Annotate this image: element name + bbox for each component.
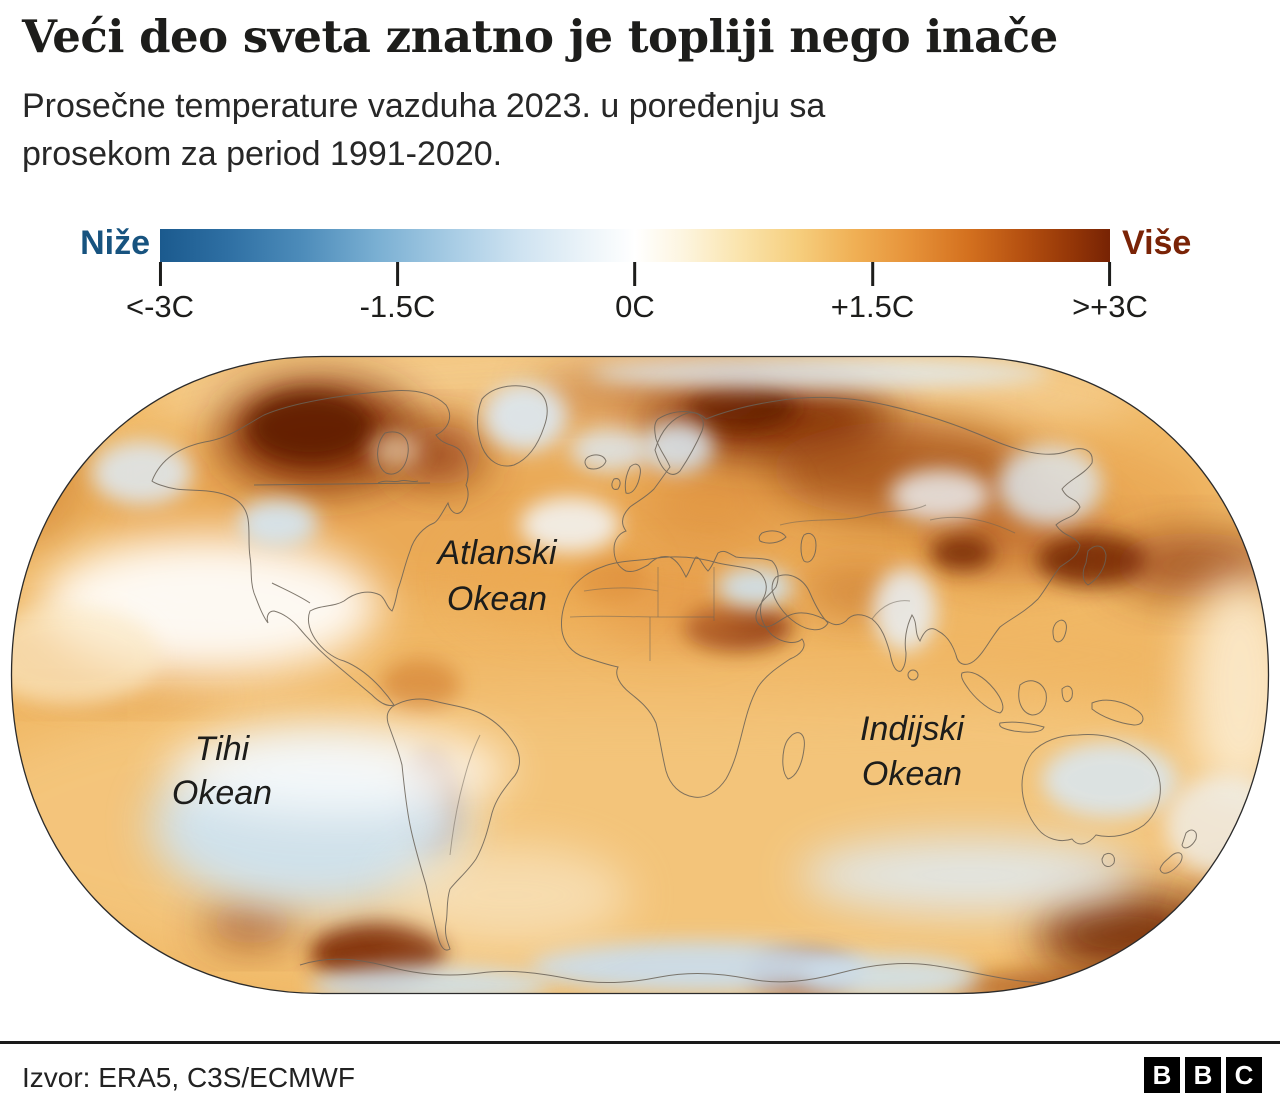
- tick-mark: [871, 262, 874, 286]
- bbc-logo-letter-b2: B: [1185, 1057, 1221, 1093]
- tick-mark: [158, 262, 162, 286]
- legend-low-label: Niže: [80, 224, 150, 262]
- temperature-anomaly-shading: Atlanski Okean Tihi Okean Indijski Okean: [11, 356, 1269, 994]
- ocean-labels: Atlanski Okean Tihi Okean Indijski Okean: [172, 534, 965, 812]
- tick-label: >+3C: [1072, 289, 1148, 324]
- ocean-label-atlantic-line1: Atlanski: [435, 534, 557, 572]
- map-outline: [10, 355, 1270, 995]
- country-borders: [151, 385, 1201, 984]
- tick-minus1-5: -1.5C: [359, 262, 436, 325]
- tick-minus3: <-3C: [126, 262, 194, 325]
- tick-label: <-3C: [125, 289, 195, 324]
- bbc-logo: B B C: [1144, 1057, 1262, 1093]
- source-text: Izvor: ERA5, C3S/ECMWF: [22, 1062, 355, 1093]
- ocean-label-atlantic-line2: Okean: [447, 580, 547, 618]
- tick-zero: 0C: [615, 262, 655, 325]
- bbc-logo-letter-c: C: [1226, 1057, 1262, 1093]
- ocean-label-pacific-line1: Tihi: [195, 730, 251, 768]
- tick-mark: [633, 262, 637, 286]
- tick-plus1-5: +1.5C: [830, 262, 915, 325]
- tick-plus3: >+3C: [1072, 262, 1148, 325]
- color-scale-bar: [160, 229, 1110, 262]
- ocean-label-indian-line1: Indijski: [860, 710, 965, 748]
- page-title: Veći deo sveta znatno je topliji nego in…: [22, 10, 1058, 63]
- tick-label: +1.5C: [830, 289, 915, 324]
- world-map-svg: Atlanski Okean Tihi Okean Indijski Okean: [10, 355, 1270, 995]
- tick-mark: [396, 262, 399, 286]
- bbc-logo-letter-b1: B: [1144, 1057, 1180, 1093]
- legend-high-label: Više: [1122, 224, 1192, 262]
- world-map: Atlanski Okean Tihi Okean Indijski Okean: [10, 355, 1270, 995]
- subtitle: Prosečne temperature vazduha 2023. u por…: [22, 87, 826, 174]
- ocean-label-indian-line2: Okean: [862, 755, 962, 793]
- ocean-label-pacific-line2: Okean: [172, 774, 272, 812]
- tick-label: -1.5C: [359, 289, 436, 324]
- color-scale-ticks: <-3C -1.5C 0C +1.5C >+3C: [126, 262, 1148, 332]
- tick-mark: [1108, 262, 1112, 286]
- footer-divider: [0, 1041, 1280, 1044]
- tick-label: 0C: [615, 289, 655, 324]
